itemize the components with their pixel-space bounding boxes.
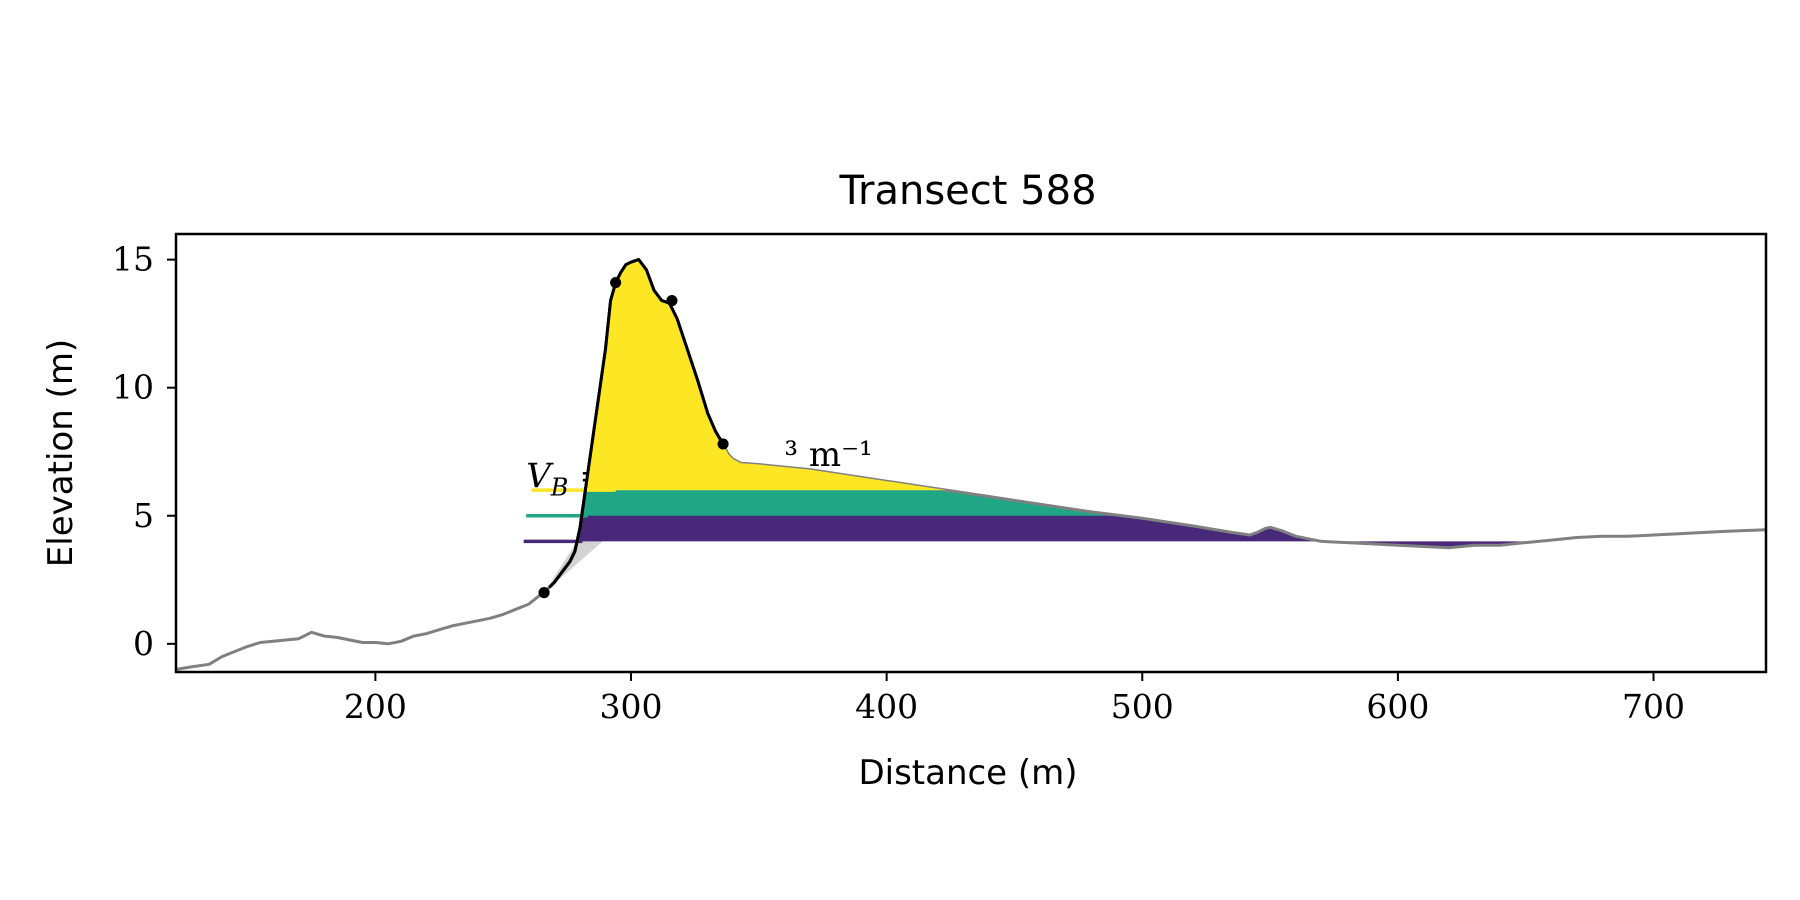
plot-content: VB = 12 m³ m⁻¹ [176, 258, 1766, 671]
y-axis: 0 5 10 15 [112, 240, 176, 663]
x-tick-label-200: 200 [344, 687, 407, 726]
y-axis-label: Elevation (m) [41, 339, 81, 567]
x-tick-label-600: 600 [1366, 687, 1429, 726]
x-axis: 200 300 400 500 600 700 [344, 672, 1685, 726]
y-tick-label-0: 0 [133, 624, 154, 663]
y-tick-label-15: 15 [112, 240, 154, 279]
y-tick-label-5: 5 [133, 496, 154, 535]
chart-title: Transect 588 [838, 168, 1096, 214]
profile-line [176, 258, 1766, 671]
volume-annotation-tail: ³ m⁻¹ [784, 435, 872, 475]
x-tick-label-500: 500 [1111, 687, 1174, 726]
profile-marker-overlay-1 [538, 587, 550, 599]
plot-area: VB = 12 m³ m⁻¹ [176, 258, 1766, 671]
profile-marker-overlay-4 [717, 438, 729, 450]
x-tick-label-700: 700 [1622, 687, 1685, 726]
x-tick-label-300: 300 [600, 687, 663, 726]
x-tick-label-400: 400 [855, 687, 918, 726]
profile-marker-overlay-3 [666, 295, 678, 307]
x-axis-label: Distance (m) [858, 753, 1077, 793]
y-tick-label-10: 10 [112, 368, 154, 407]
profile-marker-overlay-2 [610, 277, 622, 289]
dune-profile-line-overlay [548, 258, 725, 589]
plot-frame [174, 232, 1768, 674]
shadow-wedge [544, 541, 603, 593]
volume-layer-top-overlay [585, 259, 947, 491]
